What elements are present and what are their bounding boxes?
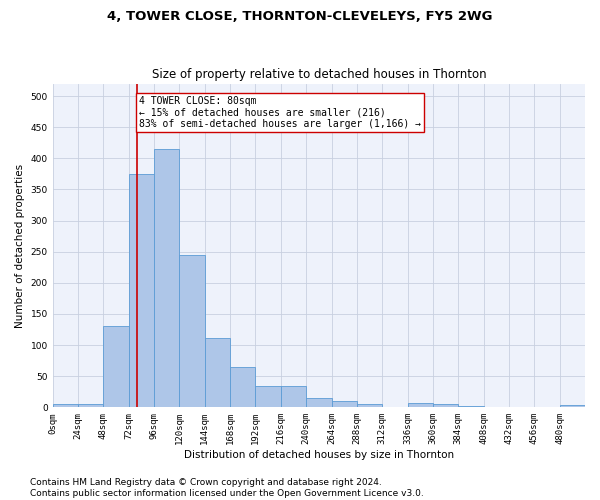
Bar <box>103 326 129 407</box>
Bar <box>154 149 179 407</box>
Bar <box>230 367 256 408</box>
Bar <box>560 406 585 407</box>
Bar <box>332 401 357 407</box>
Bar <box>281 386 306 407</box>
Bar <box>407 403 433 407</box>
Bar <box>179 255 205 408</box>
Bar <box>458 406 484 407</box>
Bar <box>256 386 281 407</box>
Text: 4, TOWER CLOSE, THORNTON-CLEVELEYS, FY5 2WG: 4, TOWER CLOSE, THORNTON-CLEVELEYS, FY5 … <box>107 10 493 23</box>
Text: Contains HM Land Registry data © Crown copyright and database right 2024.
Contai: Contains HM Land Registry data © Crown c… <box>30 478 424 498</box>
Bar <box>78 404 103 407</box>
X-axis label: Distribution of detached houses by size in Thornton: Distribution of detached houses by size … <box>184 450 454 460</box>
Title: Size of property relative to detached houses in Thornton: Size of property relative to detached ho… <box>152 68 486 81</box>
Bar <box>433 404 458 407</box>
Text: 4 TOWER CLOSE: 80sqm
← 15% of detached houses are smaller (216)
83% of semi-deta: 4 TOWER CLOSE: 80sqm ← 15% of detached h… <box>139 96 421 129</box>
Y-axis label: Number of detached properties: Number of detached properties <box>15 164 25 328</box>
Bar <box>357 404 382 407</box>
Bar <box>129 174 154 408</box>
Bar <box>205 338 230 407</box>
Bar <box>53 404 78 407</box>
Bar <box>306 398 332 407</box>
